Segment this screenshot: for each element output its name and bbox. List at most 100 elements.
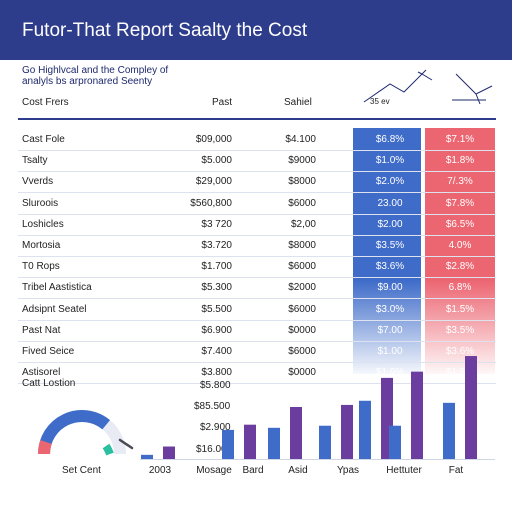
decorative-line-icon — [363, 69, 493, 105]
row-divider — [18, 298, 496, 300]
table-row: Past Nat $6.900 $0000 $7.00 $3.5% — [18, 321, 496, 342]
row-salary-value: $2000 — [288, 282, 316, 294]
row-salary-value: $9000 — [288, 155, 316, 167]
x-tick-label: Asid — [288, 465, 308, 476]
row-past-value: $3 720 — [201, 218, 232, 230]
bar — [163, 446, 175, 459]
row-red-value: 6.8% — [448, 282, 472, 294]
table-row: Astisorel $3.800 $0000 $1.9% $1.8% — [18, 363, 496, 385]
row-name: Astisorel — [22, 367, 61, 379]
bar — [141, 454, 153, 459]
lower-value: $5.800 — [200, 380, 231, 391]
gauge-label: Set Cent — [62, 465, 101, 476]
gauge-chart — [38, 410, 134, 456]
row-divider — [18, 277, 496, 279]
x-tick-label: Ypas — [336, 465, 360, 476]
row-salary-value: $6000 — [288, 303, 316, 315]
row-past-value: $1.700 — [201, 261, 232, 273]
row-blue-value: $3.6% — [375, 261, 405, 273]
table-row: Adsipnt Seatel $5.500 $6000 $3.0% $1.5% — [18, 300, 496, 321]
col-header-name: Cost Frers — [22, 97, 69, 108]
bar — [465, 356, 477, 459]
bar-chart-baseline — [140, 459, 495, 460]
row-name: Adsipnt Seatel — [22, 303, 87, 315]
report-header: Futor-That Report Saalty the Cost — [0, 0, 512, 60]
row-divider — [18, 150, 496, 151]
row-red-value: $1.5% — [445, 303, 475, 315]
table-row: Mortosia $3.720 $8000 $3.5% 4.0% — [18, 236, 496, 257]
row-red-value: $3.6% — [445, 346, 475, 357]
row-blue-value: $2.0% — [375, 176, 405, 188]
col-header-extra: 35 ev — [370, 97, 390, 106]
row-name: Loshicles — [22, 218, 64, 230]
row-salary-value: $4.100 — [285, 134, 316, 145]
row-salary-value: $2,00 — [290, 218, 316, 230]
x-tick-label: Hettuter — [386, 465, 422, 476]
row-past-value: $6.900 — [201, 324, 232, 336]
row-blue-value: $1.00 — [377, 346, 403, 357]
row-name: Fived Seice — [22, 346, 75, 357]
subtitle-line-1: Go Highlvcal and the Compley of — [22, 65, 169, 76]
gauge-needle — [118, 438, 134, 450]
table-row: Vverds $29,000 $8000 $2.0% 7/.3% — [18, 172, 496, 194]
table-row: Fived Seice $7.400 $6000 $1.00 $3.6% — [18, 342, 496, 363]
row-past-value: $5.500 — [201, 303, 232, 315]
bar — [244, 424, 256, 459]
report-title: Futor-That Report Saalty the Cost — [22, 20, 308, 41]
header-divider — [18, 118, 496, 120]
row-name: Sluroois — [22, 197, 59, 209]
row-divider — [18, 213, 496, 215]
bar — [341, 404, 353, 459]
table-row: Loshicles $3 720 $2,00 $2.00 $6.5% — [18, 215, 496, 236]
row-blue-value: $3.5% — [375, 240, 405, 251]
row-red-value: $1.8% — [445, 155, 475, 167]
row-divider — [18, 171, 496, 173]
bar — [268, 427, 280, 459]
row-name: Tsalty — [22, 155, 48, 167]
bar — [443, 402, 455, 459]
row-red-value: $7.8% — [445, 197, 475, 209]
row-red-value: 4.0% — [448, 240, 472, 251]
row-red-value: $6.5% — [445, 218, 475, 230]
row-blue-value: $6.8% — [375, 134, 405, 145]
row-name: T0 Rops — [22, 261, 60, 273]
row-divider — [18, 383, 496, 385]
row-past-value: $5.300 — [201, 282, 232, 294]
row-red-value: $2.8% — [445, 261, 475, 273]
row-blue-value: $7.00 — [377, 324, 403, 336]
lower-value: $85.500 — [194, 401, 231, 412]
row-name: Vverds — [22, 176, 54, 188]
row-name: Tribel Aastistica — [22, 282, 92, 294]
report-subtitle: Go Highlvcal and the Compley of analyls … — [22, 65, 168, 87]
table-row: Sluroois $560,800 $6000 23.00 $7.8% — [18, 194, 496, 215]
row-divider — [18, 234, 496, 236]
row-past-value: $29,000 — [195, 176, 232, 188]
col-header-past: Past — [212, 97, 233, 108]
lower-value: $2.900 — [200, 422, 231, 433]
x-tick-label: Bard — [242, 465, 264, 476]
row-past-value: $09,000 — [195, 134, 232, 145]
row-salary-value: $0000 — [288, 324, 316, 336]
cost-location-label: Catt Lostion — [22, 378, 76, 389]
lower-value: $16.000 — [196, 444, 233, 455]
row-divider — [18, 362, 496, 363]
row-red-value: $7.1% — [445, 134, 475, 145]
subtitle-line-2: analyls bs arpronared Seenty — [22, 76, 153, 87]
row-salary-value: $8000 — [288, 176, 316, 188]
row-salary-value: $6000 — [288, 261, 316, 273]
row-blue-value: $3.0% — [375, 303, 405, 315]
row-divider — [18, 256, 496, 257]
row-past-value: $7.400 — [201, 346, 232, 357]
bar — [411, 371, 423, 459]
table-row: Tsalty $5.000 $9000 $1.0% $1.8% — [18, 151, 496, 173]
row-salary-value: $6000 — [288, 346, 316, 357]
x-tick-label: 2003 — [148, 465, 172, 476]
row-blue-value: 23.00 — [377, 197, 403, 209]
bar — [319, 425, 331, 459]
bar — [290, 407, 302, 459]
row-past-value: $560,800 — [190, 197, 232, 209]
row-name: Mortosia — [22, 240, 61, 251]
row-past-value: $5.000 — [201, 155, 232, 167]
bar — [222, 429, 234, 459]
table-row: T0 Rops $1.700 $6000 $3.6% $2.8% — [18, 257, 496, 279]
